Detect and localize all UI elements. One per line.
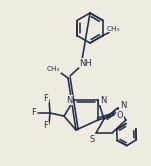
Text: S: S <box>89 134 95 143</box>
Text: N: N <box>66 95 72 105</box>
Text: NH: NH <box>80 58 92 68</box>
Text: O: O <box>117 111 123 120</box>
Text: CH₃: CH₃ <box>106 26 120 32</box>
Text: N: N <box>120 100 126 110</box>
Text: N: N <box>100 95 106 105</box>
Text: F: F <box>43 93 48 102</box>
Text: F: F <box>43 122 48 130</box>
Text: F: F <box>32 108 36 117</box>
Text: CH₃: CH₃ <box>46 66 60 72</box>
